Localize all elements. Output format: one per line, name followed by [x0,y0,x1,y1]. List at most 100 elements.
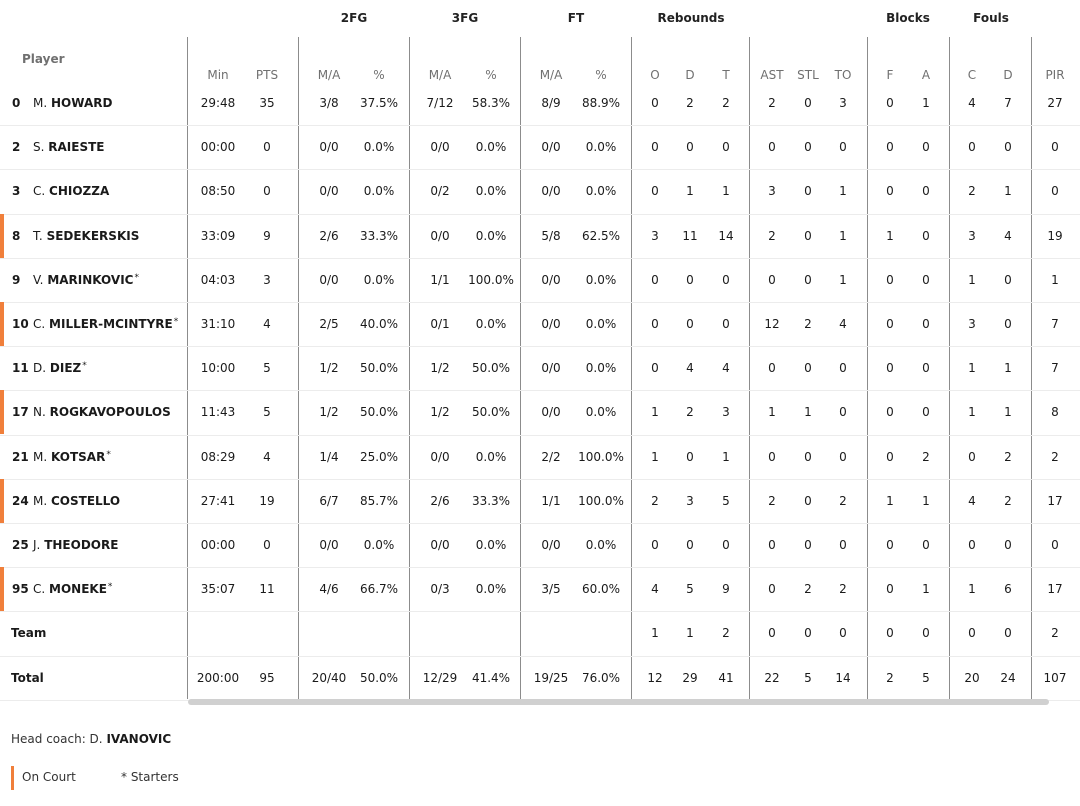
column-header-bf[interactable]: F [886,68,894,82]
stat-ro: 0 [651,317,659,331]
stat-stl: 0 [804,538,812,552]
on-court-indicator [0,390,4,435]
stat-rt: 0 [722,538,730,552]
stat-fd: 0 [1004,140,1012,155]
player-name-link[interactable]: N. ROGKAVOPOULOS [33,405,171,419]
stat-ba: 0 [922,140,930,155]
stat-ftma: 8/9 [541,96,561,110]
stat-rd: 0 [686,538,694,552]
stat-fg3p: 0.0% [475,582,507,597]
horizontal-scrollbar[interactable] [188,699,1049,705]
stat-fg2p: 85.7% [359,493,399,508]
stat-rt: 0 [722,317,730,331]
stat-ba: 5 [922,670,930,685]
player-name-link[interactable]: J. THEODORE [33,538,118,552]
stat-ro: 12 [647,670,663,685]
stat-rt: 41 [718,670,734,685]
stat-pts: 5 [263,361,271,376]
stat-fg2p: 50.0% [359,361,399,376]
stat-fc: 4 [968,493,976,508]
stat-pts: 0 [263,538,271,552]
column-header-pts[interactable]: PTS [255,68,279,82]
player-name-link[interactable]: T. SEDEKERSKIS [33,229,139,243]
player-row: 21 M. KOTSAR* 08:29 4 1/4 25.0% 0/0 0.0% 2/2 100.… [0,435,1080,479]
column-header-rd[interactable]: D [685,68,695,82]
column-header-ftma[interactable]: M/A [539,68,563,82]
stat-pts: 11 [259,582,275,597]
stat-fd: 0 [1004,317,1012,331]
stat-fg3p: 50.0% [471,361,511,376]
starter-mark: * [107,582,113,593]
column-header-min[interactable]: Min [207,68,229,82]
stat-ftma: 5/8 [541,228,561,243]
column-header-rt[interactable]: T [722,68,730,82]
stat-bf: 0 [886,361,894,376]
stat-fg3p: 41.4% [471,670,511,685]
stat-pir: 2 [1051,626,1059,641]
column-header-stl[interactable]: STL [797,68,819,82]
player-first-initial: J. [33,538,41,552]
column-header-fg2p[interactable]: % [373,68,385,82]
stat-min: 00:00 [200,538,236,552]
stat-ftp: 88.9% [581,96,621,110]
team-row: Team 1 1 2 0 0 0 0 0 0 0 2 [0,611,1080,655]
stat-to: 2 [839,582,847,597]
stat-bf: 0 [886,449,894,464]
stat-fg3p: 0.0% [475,538,507,552]
stat-ro: 2 [651,493,659,508]
stat-fg2p: 0.0% [363,538,395,552]
stat-ftp: 62.5% [581,228,621,243]
player-name-link[interactable]: C. CHIOZZA [33,184,109,198]
player-name-link[interactable]: C. MONEKE* [33,582,112,596]
player-name-link[interactable]: S. RAIESTE [33,140,104,154]
stat-bf: 0 [886,272,894,287]
player-number: 24 [12,493,29,508]
stat-ro: 0 [651,140,659,155]
column-header-ba[interactable]: A [921,68,931,82]
stat-fg2ma: 3/8 [319,96,339,110]
column-divider [298,37,299,699]
stat-bf: 1 [886,493,894,508]
column-header-ast[interactable]: AST [760,68,784,82]
stat-pts: 5 [263,405,271,420]
column-header-fd[interactable]: D [1003,68,1013,82]
stat-ftp: 0.0% [585,140,617,155]
stat-min: 200:00 [196,670,240,685]
stat-fg3ma: 1/2 [430,405,450,420]
stat-fc: 20 [964,670,980,685]
column-header-fg2ma[interactable]: M/A [317,68,341,82]
column-header-fg3p[interactable]: % [485,68,497,82]
player-name-link[interactable]: M. KOTSAR* [33,450,111,464]
player-number: 0 [12,96,21,110]
stat-ast: 0 [768,582,776,597]
player-name-link[interactable]: M. COSTELLO [33,494,120,508]
player-name-link[interactable]: V. MARINKOVIC* [33,273,139,287]
stat-ba: 0 [922,361,930,376]
column-header-fg3ma[interactable]: M/A [428,68,452,82]
group-header-blocks: Blocks [886,11,930,25]
player-name-link[interactable]: C. MILLER-MCINTYRE* [33,317,178,331]
team-label: Team [11,626,47,641]
stat-min: 10:00 [200,361,236,376]
stat-ro: 0 [651,272,659,287]
stat-fc: 4 [968,96,976,110]
row-separator [0,302,1080,303]
stat-stl: 0 [804,184,812,199]
player-last-name: KOTSAR [51,449,106,464]
stat-to: 0 [839,538,847,552]
stat-ftp: 0.0% [585,361,617,376]
stat-to: 0 [839,140,847,155]
column-header-ro[interactable]: O [650,68,660,82]
column-header-pir[interactable]: PIR [1045,68,1065,82]
column-header-ftp[interactable]: % [595,68,607,82]
player-last-name: ROGKAVOPOULOS [49,405,171,420]
column-header-fc[interactable]: C [967,68,977,82]
stat-rd: 2 [686,96,694,110]
stat-ftp: 100.0% [578,493,624,508]
stat-to: 2 [839,493,847,508]
player-name-link[interactable]: M. HOWARD [33,96,112,110]
column-header-to[interactable]: TO [834,68,852,82]
stat-ast: 0 [768,140,776,155]
player-name-link[interactable]: D. DIEZ* [33,361,87,375]
starter-mark: * [106,449,111,460]
